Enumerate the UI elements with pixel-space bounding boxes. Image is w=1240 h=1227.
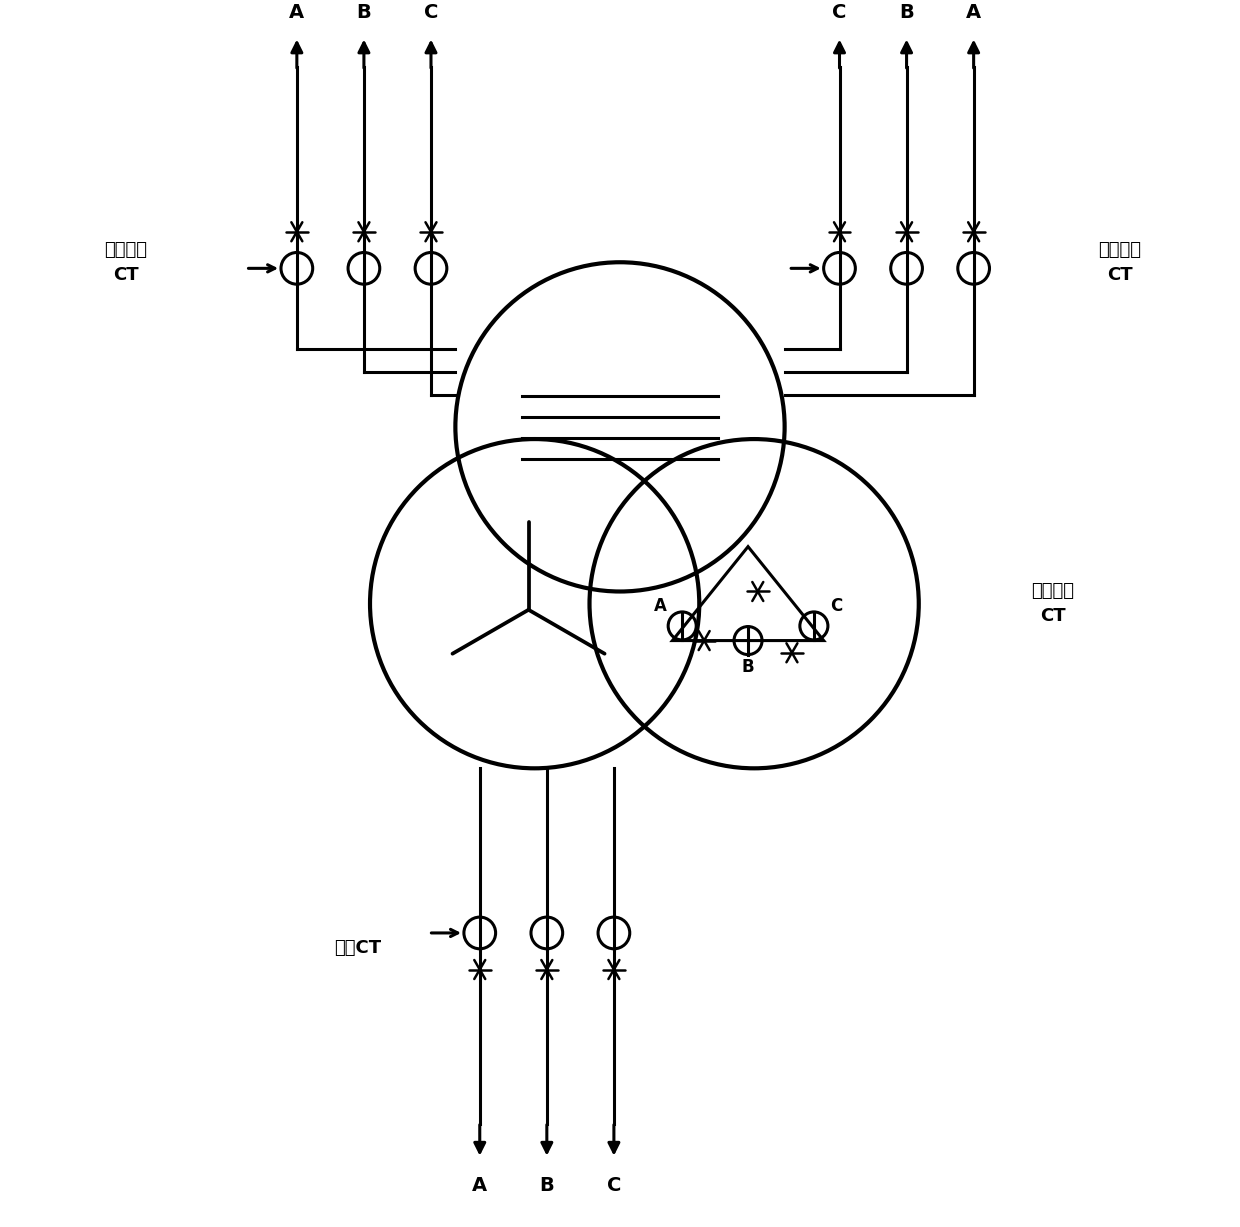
Text: B: B [899, 2, 914, 22]
Text: B: B [742, 659, 754, 676]
Text: C: C [424, 2, 438, 22]
Text: A: A [966, 2, 981, 22]
Text: A: A [653, 598, 667, 616]
Text: B: B [539, 1175, 554, 1195]
Text: 网侧首端
CT: 网侧首端 CT [104, 240, 148, 283]
Text: A: A [472, 1175, 487, 1195]
Text: C: C [830, 598, 842, 616]
Text: 阀侧CT: 阀侧CT [335, 939, 382, 957]
Text: B: B [357, 2, 371, 22]
Text: 平衡绕组
CT: 平衡绕组 CT [1032, 582, 1074, 626]
Text: A: A [289, 2, 304, 22]
Text: 网侧尾端
CT: 网侧尾端 CT [1099, 240, 1142, 283]
Text: C: C [832, 2, 847, 22]
Text: C: C [606, 1175, 621, 1195]
